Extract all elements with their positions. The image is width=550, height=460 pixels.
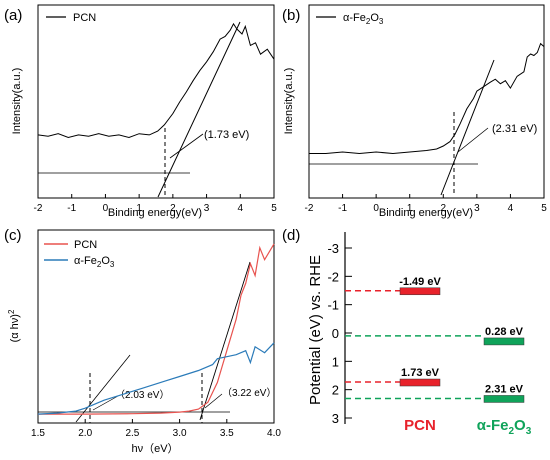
panel-c-legend-label-fe2o3: α-Fe2O3: [74, 255, 115, 269]
panel-a-series-pcn: [37, 22, 275, 139]
panel-b-edge-fit: [440, 59, 495, 196]
panel-d: -3 -2 -1 0 1 2 3 Potential (eV) vs. RHE -1.49 …: [307, 232, 532, 437]
band-level-label: -1.49 eV: [399, 276, 441, 288]
panel-c: 1.5 2.0 2.5 3.0 3.5 4.0 PCN α-Fe2O3 hν（eV） (α…: [7, 229, 281, 455]
panel-a-annotation: (1.73 eV): [204, 129, 249, 141]
band-level-label: 1.73 eV: [401, 367, 440, 379]
panel-c-legend-label-pcn: PCN: [74, 239, 97, 251]
panel-b-ylabel: Intensity(a.u.): [283, 68, 295, 135]
x-tick-label: 0: [373, 203, 379, 214]
x-tick-label: 5: [541, 203, 547, 214]
panel-a-edge-fit: [157, 21, 241, 198]
panel-c-annotation-leader-fe2o3: [92, 395, 119, 411]
y-tick-label: 3: [332, 411, 339, 426]
panel-c-pcn-edge-fit: [199, 261, 251, 421]
x-tick-label: -2: [305, 203, 314, 214]
x-tick-label: -2: [34, 203, 43, 214]
panel-c-frame: [37, 229, 275, 424]
panel-c-series-pcn: [38, 243, 275, 415]
panel-d-category-fe2o3: α-Fe2O3: [477, 417, 532, 437]
band-level-label: 2.31 eV: [485, 383, 524, 395]
y-tick-label: 0: [332, 326, 339, 341]
panel-b-xlabel: Binding energy(eV): [379, 207, 473, 219]
band-level-bar: [483, 337, 525, 346]
y-tick-label: 2: [332, 383, 339, 398]
panel-c-annotation-pcn: （3.22 eV）: [222, 387, 276, 399]
x-tick-label: -1: [338, 203, 347, 214]
x-tick-label: 0: [103, 203, 109, 214]
y-tick-label: -2: [327, 269, 339, 284]
panel-c-label: (c): [4, 227, 22, 244]
panel-b-frame: [308, 4, 545, 199]
x-tick-label: 3.0: [173, 428, 187, 439]
x-tick-label: 5: [271, 203, 277, 214]
panel-d-category-pcn: PCN: [404, 417, 436, 434]
x-tick-label: 1: [407, 203, 413, 214]
panel-b-series-fe2o3: [309, 42, 545, 155]
panel-b-annotation-leader: [457, 127, 489, 153]
panel-b-annotation: (2.31 eV): [492, 123, 537, 135]
band-level-label: 0.28 eV: [485, 326, 524, 338]
panel-c-ylabel: (α hν)2: [7, 309, 21, 342]
panel-b: -2 -1 0 1 2 3 4 5 α-Fe2O3 Binding energy(eV) In…: [283, 4, 547, 219]
band-level-bar: [483, 395, 525, 403]
panel-a-ylabel: Intensity(a.u.): [11, 68, 23, 135]
panel-d-label: (d): [282, 227, 300, 244]
panel-c-xlabel: hν（eV）: [131, 442, 178, 455]
x-tick-label: 2.0: [78, 428, 92, 439]
panel-b-label: (b): [282, 7, 300, 24]
band-level-bar: [399, 378, 441, 387]
x-tick-label: -1: [67, 203, 76, 214]
x-tick-label: 1.5: [31, 428, 45, 439]
x-tick-label: 3.5: [220, 428, 234, 439]
panel-d-ylabel: Potential (eV) vs. RHE: [307, 255, 324, 405]
panel-c-annotation-leader-pcn: [204, 393, 223, 409]
panel-c-fe2o3-edge-fit: [75, 354, 131, 423]
panel-b-legend-label: α-Fe2O3: [343, 12, 384, 26]
panel-c-series-fe2o3: [37, 342, 275, 415]
panel-a-xlabel: Binding energy(eV): [108, 207, 202, 219]
x-tick-label: 4: [238, 203, 244, 214]
panel-a-frame: [37, 4, 275, 199]
x-tick-label: 4: [508, 203, 514, 214]
x-tick-label: 1: [136, 203, 142, 214]
x-tick-label: 2: [170, 203, 176, 214]
panel-a-label: (a): [4, 7, 22, 24]
panel-c-annotation-fe2o3: （2.03 eV）: [115, 389, 169, 401]
x-tick-label: 2.5: [125, 428, 139, 439]
x-tick-label: 2: [441, 203, 447, 214]
band-level-bar: [399, 287, 441, 296]
x-tick-label: 3: [474, 203, 480, 214]
panel-a: -2 -1 0 1 2 3 4 5 PCN Binding energy(eV) Intens…: [11, 4, 277, 219]
x-tick-label: 4.0: [267, 428, 281, 439]
y-tick-label: 1: [332, 354, 339, 369]
panel-a-annotation-leader: [169, 133, 204, 159]
y-tick-label: -1: [327, 298, 339, 313]
panel-a-legend-label: PCN: [73, 12, 96, 24]
y-tick-label: -3: [327, 241, 339, 256]
x-tick-label: 3: [204, 203, 210, 214]
